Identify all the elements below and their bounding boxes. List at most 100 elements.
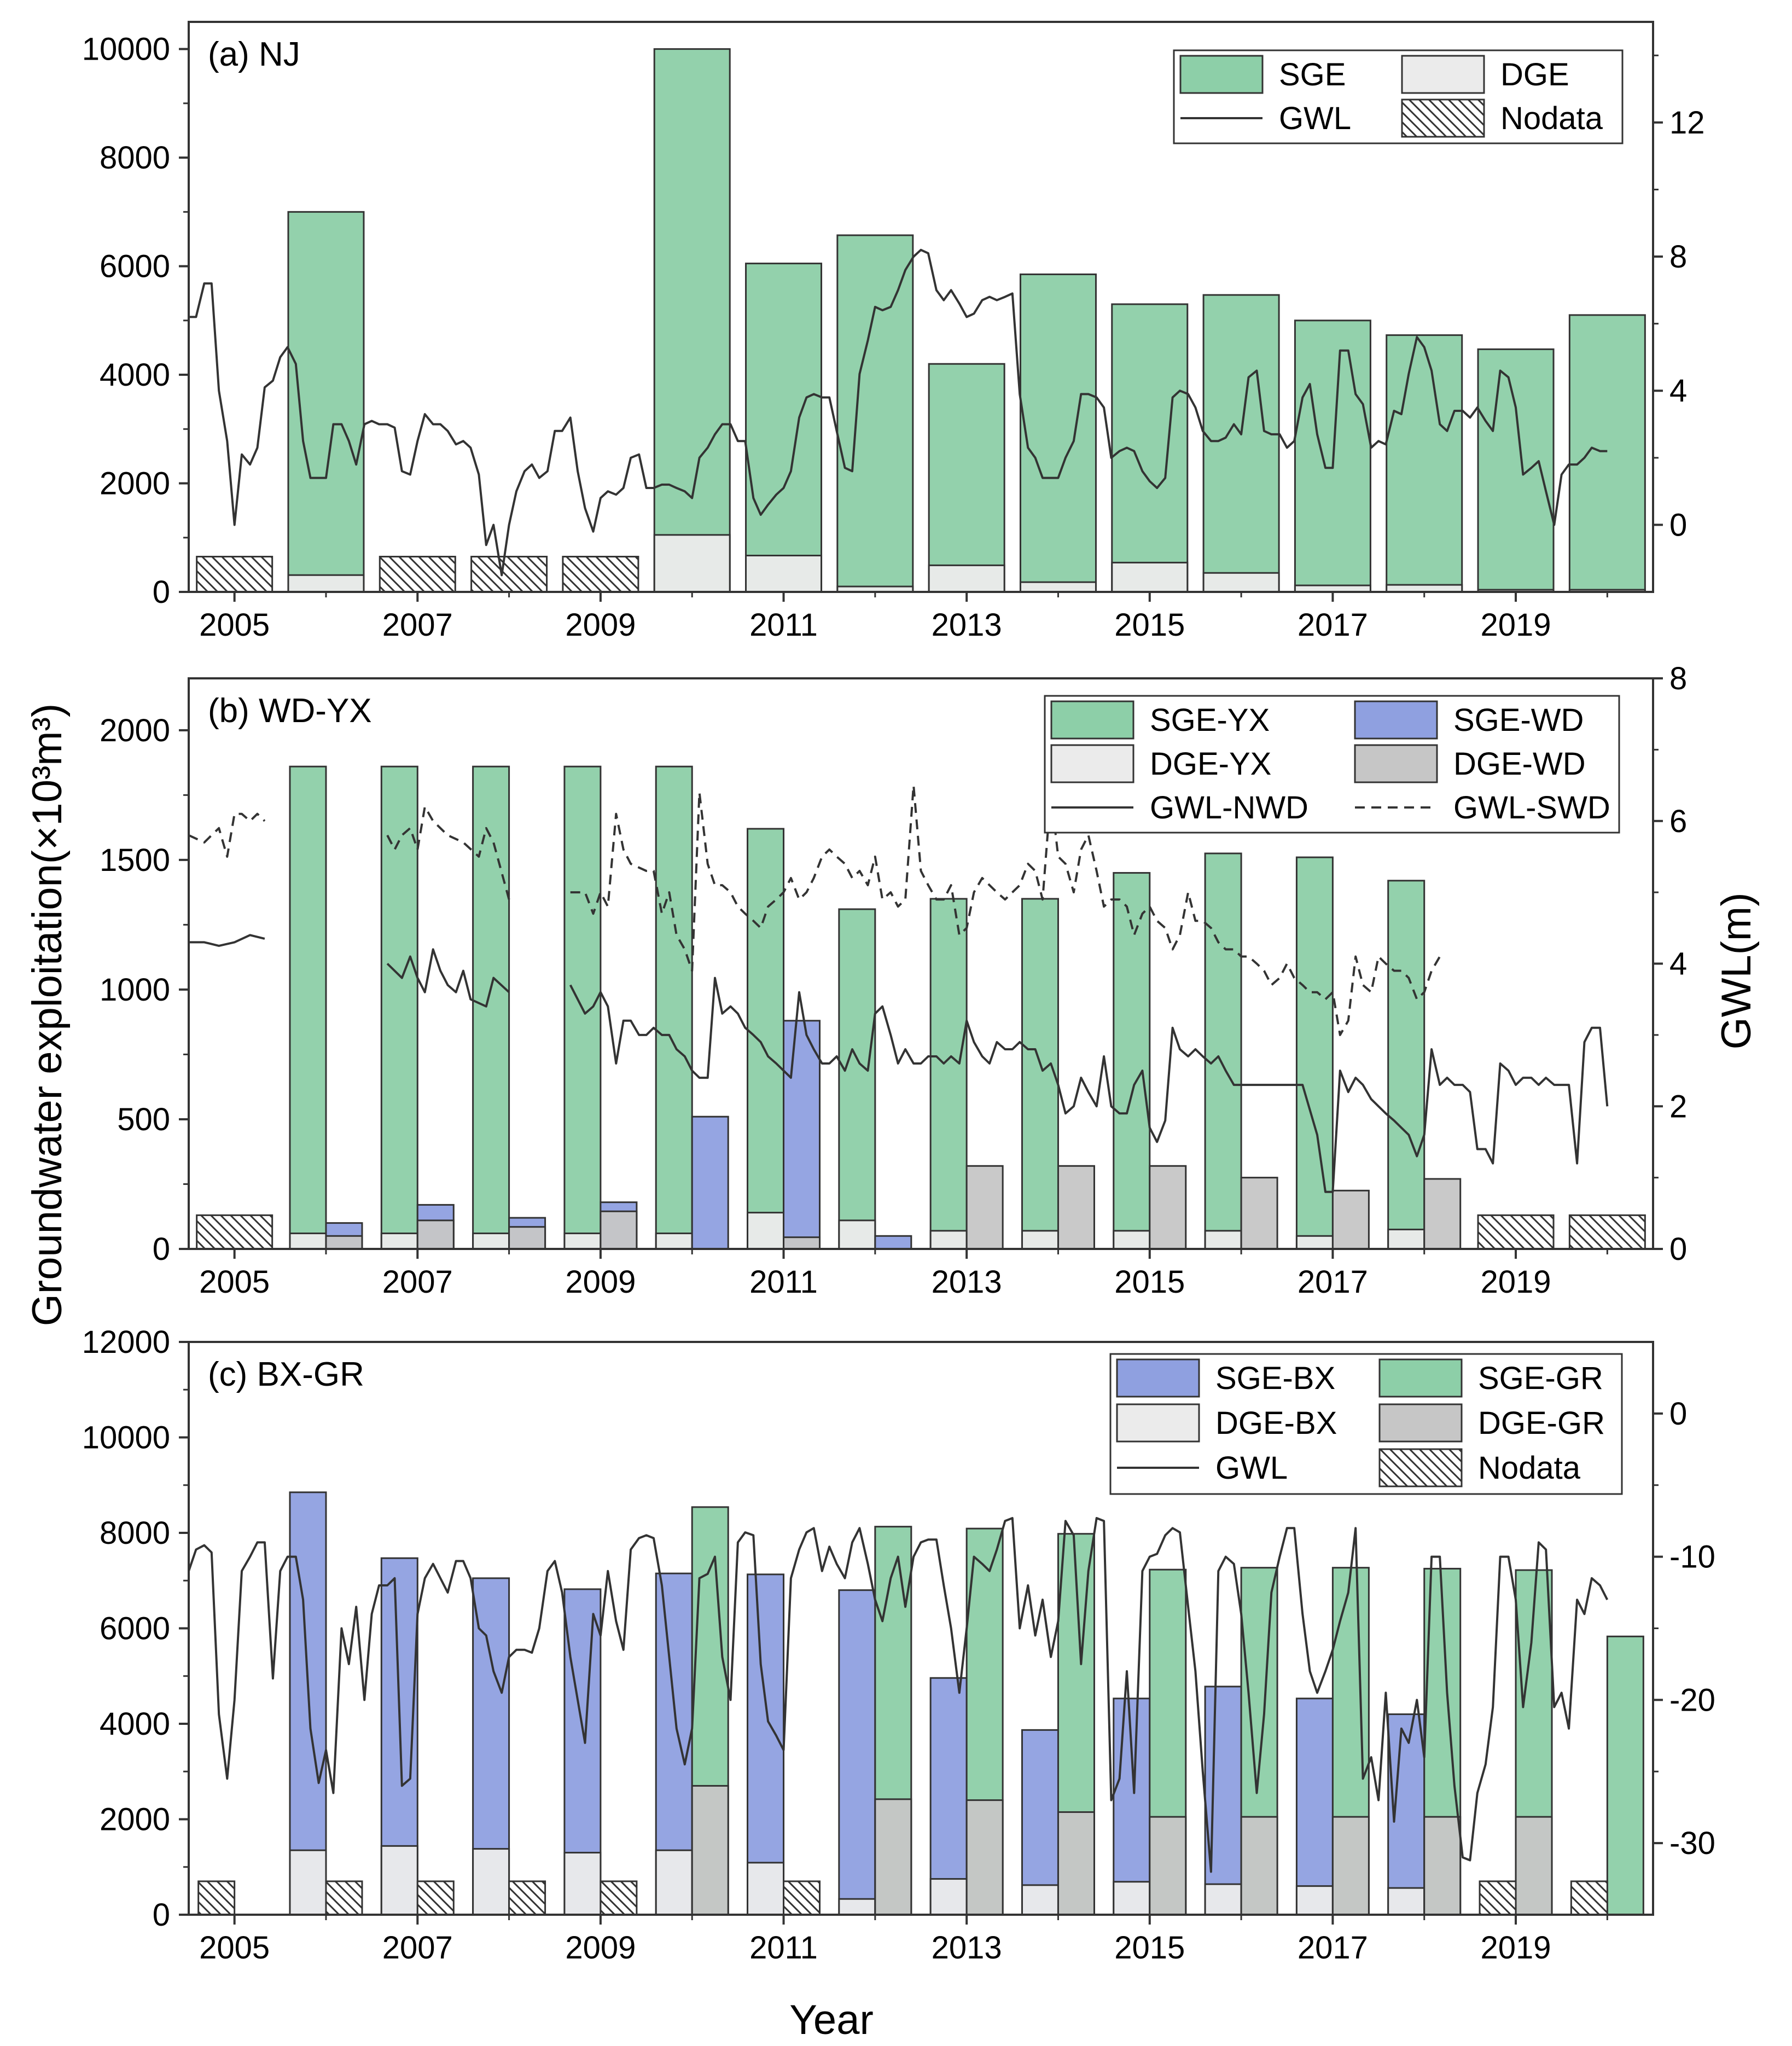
bar-dge-bx-2008 [472, 1848, 510, 1916]
legend-label: SGE [1279, 57, 1346, 92]
y-tick-label: 2000 [100, 713, 170, 748]
bar-dge-bx-2013 [929, 1878, 968, 1916]
bar-dge-wd-2011 [783, 1236, 821, 1250]
bar-sge-yx-2018 [1387, 880, 1426, 1250]
y-tick-label: 6000 [100, 249, 170, 284]
bar-dge-bx-2011 [747, 1862, 785, 1916]
gwl-swd-line-segment-0 [188, 812, 266, 858]
bar-dge-bx-2016 [1204, 1883, 1242, 1916]
bar-sge-yx-2016 [1204, 852, 1242, 1250]
x-tick-label: 2011 [749, 1264, 818, 1300]
bar-dge-bx-2012 [838, 1898, 876, 1916]
bar-dge-wd-2006 [325, 1235, 363, 1250]
legend-label: SGE-WD [1453, 702, 1584, 738]
bar-dge-yx-2007 [380, 1233, 418, 1250]
x-tick-label: 2011 [749, 1930, 818, 1966]
legend-label: Nodata [1478, 1450, 1581, 1486]
legend-label: SGE-YX [1150, 702, 1270, 738]
y-tick-label: 10000 [82, 1420, 170, 1456]
bar-sge-2020 [1568, 314, 1646, 593]
legend-label: GWL [1215, 1450, 1288, 1486]
bar-dge-yx-2017 [1295, 1235, 1334, 1250]
bar-sge-gr-2020 [1606, 1635, 1644, 1916]
x-tick-label: 2017 [1298, 1264, 1368, 1300]
bar-sge-yx-2012 [838, 908, 876, 1250]
y-tick-label: 8000 [100, 140, 170, 176]
bar-dge-yx-2016 [1204, 1230, 1242, 1250]
bar-sge-wd-2011 [783, 1020, 821, 1250]
nodata-box-2019 [1479, 1880, 1517, 1916]
bar-sge-yx-2014 [1021, 898, 1059, 1250]
bar-dge-bx-2018 [1387, 1887, 1426, 1916]
y-axis-title-left: Groundwater exploitation(×10³m³) [24, 704, 71, 1326]
panel-label: (c) BX-GR [208, 1356, 364, 1393]
bar-sge-2011 [745, 263, 823, 593]
y-tick-label: 1000 [100, 972, 170, 1008]
x-tick-label: 2005 [199, 1930, 270, 1966]
nodata-box-2007 [379, 555, 456, 593]
bar-sge-yx-2017 [1295, 856, 1334, 1250]
bar-dge-2013 [928, 564, 1005, 593]
bar-dge-yx-2006 [289, 1233, 327, 1250]
x-axis-title: Year [789, 1997, 874, 2043]
nodata-box-2005 [197, 1880, 236, 1916]
bar-dge-yx-2009 [563, 1233, 602, 1250]
x-tick-label: 2019 [1481, 607, 1551, 643]
bar-sge-yx-2011 [747, 828, 785, 1250]
bar-dge-yx-2011 [747, 1212, 785, 1250]
x-tick-label: 2005 [199, 607, 270, 643]
y-tick-label: 12000 [82, 1324, 170, 1360]
x-tick-label: 2013 [932, 1930, 1002, 1966]
gwl-swd-line-segment-2 [570, 784, 1441, 1036]
bar-sge-2010 [653, 48, 731, 593]
nodata-box-2011 [783, 1880, 821, 1916]
panel-label: (a) NJ [208, 36, 300, 73]
y-tick-label: 1500 [100, 842, 170, 878]
x-tick-label: 2009 [565, 1930, 636, 1966]
bar-dge-bx-2017 [1295, 1885, 1334, 1916]
bar-dge-2011 [745, 555, 823, 593]
nodata-box-2009 [600, 1880, 638, 1916]
x-tick-label: 2005 [199, 1264, 270, 1300]
legend-label: Nodata [1500, 101, 1603, 136]
bar-dge-wd-2018 [1423, 1178, 1462, 1250]
legend-swatch [1354, 744, 1438, 783]
gwl-line-segment-0 [189, 934, 265, 947]
bar-sge-yx-2007 [380, 765, 418, 1250]
bar-sge-2014 [1019, 273, 1097, 593]
legend-swatch [1401, 98, 1485, 138]
nodata-box-2006 [325, 1880, 363, 1916]
bar-dge-gr-2015 [1149, 1816, 1187, 1916]
y2-tick-label: 2 [1669, 1089, 1687, 1124]
y2-tick-label: 12 [1669, 105, 1705, 141]
bar-dge-yx-2013 [929, 1230, 968, 1250]
y-tick-label: 4000 [100, 357, 170, 393]
legend-label: SGE-GR [1478, 1361, 1603, 1396]
x-tick-label: 2017 [1298, 607, 1368, 643]
x-tick-label: 2013 [932, 607, 1002, 643]
x-tick-label: 2011 [749, 607, 818, 643]
y-tick-label: 0 [153, 574, 170, 610]
legend-swatch [1179, 55, 1264, 94]
legend-label: DGE-YX [1150, 746, 1271, 782]
bar-dge-wd-2008 [508, 1226, 546, 1250]
bar-dge-bx-2006 [289, 1849, 327, 1916]
bar-dge-bx-2014 [1021, 1884, 1059, 1916]
y2-tick-label: 0 [1669, 1396, 1687, 1432]
bar-dge-wd-2017 [1331, 1189, 1370, 1250]
bar-sge-2019 [1477, 348, 1555, 593]
legend-label: GWL [1279, 101, 1351, 136]
bar-dge-wd-2015 [1149, 1165, 1187, 1250]
bar-sge-wd-2010 [691, 1115, 729, 1250]
y-tick-label: 4000 [100, 1706, 170, 1742]
y2-tick-label: 4 [1669, 373, 1687, 409]
gwl-line-segment-2 [569, 977, 1609, 1193]
panel-c: 0 2000 4000 6000 8000 10000 12000 -30 -20 -10 0 200… [82, 1324, 1715, 1966]
gwl-line-segment-0 [189, 248, 1608, 577]
bar-dge-bx-2015 [1113, 1881, 1151, 1916]
bar-dge-wd-2014 [1057, 1165, 1095, 1250]
x-tick-label: 2009 [565, 607, 636, 643]
legend-box [1044, 695, 1620, 834]
y2-tick-label: -30 [1669, 1826, 1715, 1861]
legend-label: DGE-BX [1215, 1405, 1337, 1441]
